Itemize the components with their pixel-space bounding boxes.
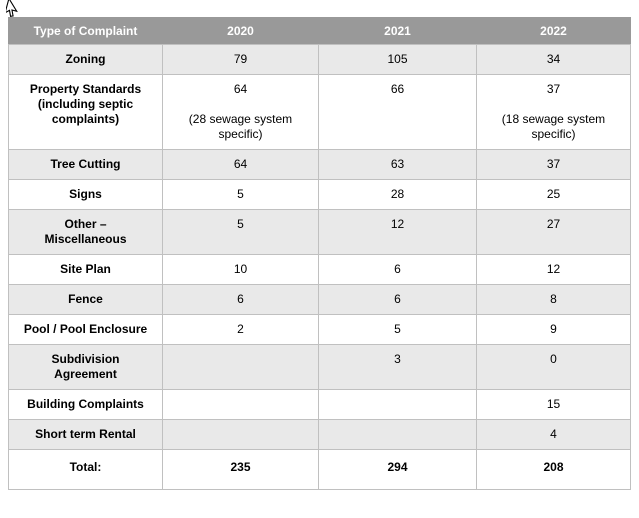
table-cell: [318, 419, 477, 450]
table-cell: 5: [162, 209, 319, 255]
table-cell: 64 (28 sewage system specific): [162, 74, 319, 150]
table-cell: 37 (18 sewage system specific): [476, 74, 631, 150]
table-cell: 5: [318, 314, 477, 345]
row-label: Site Plan: [8, 254, 163, 285]
row-label: Zoning: [8, 44, 163, 75]
table-cell: [318, 389, 477, 420]
table-row: Fence 6 6 8: [8, 284, 631, 315]
row-label: Signs: [8, 179, 163, 210]
table-cell: 64: [162, 149, 319, 180]
table-cell: 12: [476, 254, 631, 285]
table-cell: 12: [318, 209, 477, 255]
table-row: Short term Rental 4: [8, 419, 631, 450]
table-cell: 28: [318, 179, 477, 210]
row-label: Pool / Pool Enclosure: [8, 314, 163, 345]
table-cell: 235: [162, 449, 319, 490]
table-cell: 6: [162, 284, 319, 315]
column-header-2020: 2020: [162, 17, 319, 45]
column-header-type-of-complaint: Type of Complaint: [8, 17, 163, 45]
column-header-2022: 2022: [476, 17, 631, 45]
table-cell: [162, 419, 319, 450]
table-cell: 15: [476, 389, 631, 420]
table-row: Zoning 79 105 34: [8, 44, 631, 75]
table-row: Property Standards (including septic com…: [8, 74, 631, 150]
table-cell: 6: [318, 254, 477, 285]
table-cell: 2: [162, 314, 319, 345]
row-label: Building Complaints: [8, 389, 163, 420]
table-cell: 10: [162, 254, 319, 285]
table-cell: 9: [476, 314, 631, 345]
table-cell: 63: [318, 149, 477, 180]
complaints-table: Type of Complaint 2020 2021 2022 Zoning 7…: [8, 17, 631, 490]
table-cell: 27: [476, 209, 631, 255]
table-row: Other – Miscellaneous 5 12 27: [8, 209, 631, 255]
table-cell: 3: [318, 344, 477, 390]
table-cell: 79: [162, 44, 319, 75]
row-label: Tree Cutting: [8, 149, 163, 180]
row-label: Fence: [8, 284, 163, 315]
table-cell: 25: [476, 179, 631, 210]
table-cell: 66: [318, 74, 477, 150]
table-cell: 6: [318, 284, 477, 315]
table-cell: 105: [318, 44, 477, 75]
table-row: Tree Cutting 64 63 37: [8, 149, 631, 180]
table-cell: 8: [476, 284, 631, 315]
table-cell: 208: [476, 449, 631, 490]
table-row: Subdivision Agreement 3 0: [8, 344, 631, 390]
table-row: Signs 5 28 25: [8, 179, 631, 210]
table-row: Building Complaints 15: [8, 389, 631, 420]
header-row: Type of Complaint 2020 2021 2022: [8, 17, 631, 45]
table-cell: 37: [476, 149, 631, 180]
table-cell: 34: [476, 44, 631, 75]
table-cell: 0: [476, 344, 631, 390]
row-label: Property Standards (including septic com…: [8, 74, 163, 150]
row-label: Short term Rental: [8, 419, 163, 450]
table-row: Site Plan 10 6 12: [8, 254, 631, 285]
table-cell: 4: [476, 419, 631, 450]
table-cell: 294: [318, 449, 477, 490]
mouse-pointer-icon: [6, 0, 18, 17]
table-cell: 5: [162, 179, 319, 210]
row-label: Total:: [8, 449, 163, 490]
row-label: Subdivision Agreement: [8, 344, 163, 390]
table-cell: [162, 344, 319, 390]
table-row-total: Total: 235 294 208: [8, 449, 631, 490]
column-header-2021: 2021: [318, 17, 477, 45]
table-row: Pool / Pool Enclosure 2 5 9: [8, 314, 631, 345]
table-cell: [162, 389, 319, 420]
row-label: Other – Miscellaneous: [8, 209, 163, 255]
